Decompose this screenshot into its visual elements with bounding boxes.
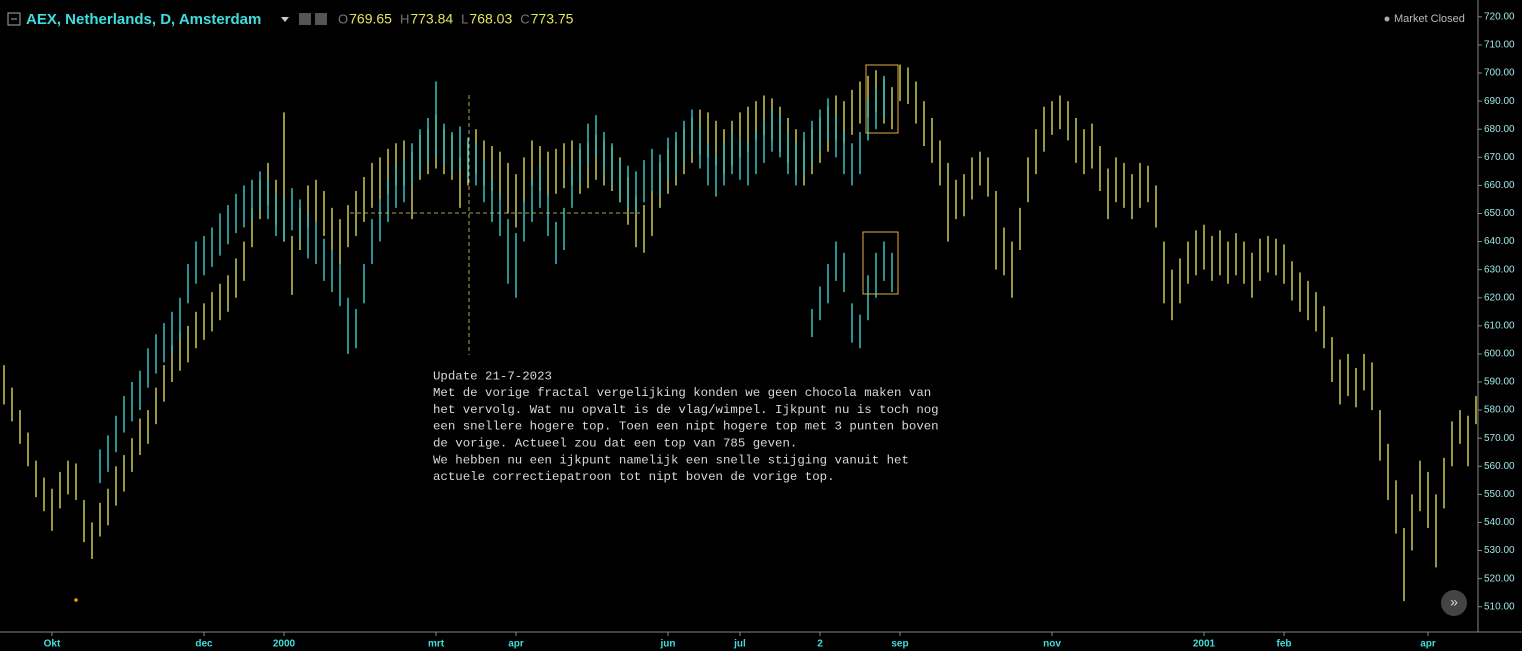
y-tick-label: 590.00 bbox=[1484, 377, 1515, 388]
y-tick-label: 660.00 bbox=[1484, 180, 1515, 191]
status-dot bbox=[1384, 16, 1390, 22]
market-status: Market Closed bbox=[1394, 13, 1465, 25]
collapse-icon[interactable] bbox=[7, 12, 21, 26]
y-tick-label: 550.00 bbox=[1484, 489, 1515, 500]
x-tick-label: Okt bbox=[44, 639, 61, 650]
ohlc-value: 769.65 bbox=[349, 11, 392, 27]
ohlc-label: L bbox=[461, 11, 468, 26]
settings-icon[interactable] bbox=[299, 13, 311, 25]
y-tick-label: 580.00 bbox=[1484, 405, 1515, 416]
scroll-button[interactable] bbox=[1441, 590, 1467, 616]
y-tick-label: 680.00 bbox=[1484, 124, 1515, 135]
annotation-line: een snellere hogere top. Toen een nipt h… bbox=[433, 420, 939, 434]
y-tick-label: 530.00 bbox=[1484, 545, 1515, 556]
y-tick-label: 560.00 bbox=[1484, 461, 1515, 472]
annotation: Update 21-7-2023 Met de vorige fractal ve… bbox=[433, 369, 939, 484]
highlight-box bbox=[865, 64, 899, 134]
annotation-line: de vorige. Actueel zou dat een top van 7… bbox=[433, 436, 797, 450]
ohlc-value: 773.84 bbox=[410, 11, 453, 27]
annotation-line: het vervolg. Wat nu opvalt is de vlag/wi… bbox=[433, 403, 939, 417]
marker bbox=[74, 598, 78, 602]
y-tick-label: 640.00 bbox=[1484, 236, 1515, 247]
y-tick-label: 540.00 bbox=[1484, 517, 1515, 528]
ohlc-label: O bbox=[338, 11, 348, 26]
highlight-box bbox=[862, 231, 899, 295]
x-tick-label: apr bbox=[1420, 639, 1436, 650]
y-tick-label: 700.00 bbox=[1484, 68, 1515, 79]
x-tick-label: 2000 bbox=[273, 639, 296, 650]
y-tick-label: 620.00 bbox=[1484, 292, 1515, 303]
x-tick-label: dec bbox=[195, 639, 213, 650]
y-tick-label: 630.00 bbox=[1484, 264, 1515, 275]
scroll-button-icon: » bbox=[1450, 594, 1458, 610]
x-tick-label: 2001 bbox=[1193, 639, 1216, 650]
x-tick-label: sep bbox=[891, 639, 908, 650]
y-tick-label: 670.00 bbox=[1484, 152, 1515, 163]
symbol-title[interactable]: AEX, Netherlands, D, Amsterdam bbox=[26, 11, 261, 28]
plot bbox=[3, 64, 1477, 602]
y-tick-label: 570.00 bbox=[1484, 433, 1515, 444]
y-tick-label: 610.00 bbox=[1484, 320, 1515, 331]
x-tick-label: nov bbox=[1043, 639, 1061, 650]
annotation-line: Met de vorige fractal vergelijking konde… bbox=[433, 386, 931, 400]
y-tick-label: 650.00 bbox=[1484, 208, 1515, 219]
y-tick-label: 710.00 bbox=[1484, 40, 1515, 51]
x-tick-label: feb bbox=[1277, 639, 1292, 650]
x-tick-label: 2 bbox=[817, 639, 823, 650]
ohlc-value: 768.03 bbox=[469, 11, 512, 27]
ohlc-label: C bbox=[520, 11, 529, 26]
annotation-line: Update 21-7-2023 bbox=[433, 369, 552, 383]
y-tick-label: 510.00 bbox=[1484, 601, 1515, 612]
ohlc-label: H bbox=[400, 11, 409, 26]
y-tick-label: 690.00 bbox=[1484, 96, 1515, 107]
x-tick-label: apr bbox=[508, 639, 524, 650]
y-tick-label: 720.00 bbox=[1484, 11, 1515, 22]
annotation-line: We hebben nu een ijkpunt namelijk een sn… bbox=[433, 453, 909, 467]
settings-icon[interactable] bbox=[315, 13, 327, 25]
ohlc-value: 773.75 bbox=[531, 11, 574, 27]
ohlc-legend: O 769.65 H 773.84 L 768.03 C 773.75 bbox=[338, 11, 574, 27]
dropdown-arrow[interactable] bbox=[281, 17, 289, 22]
annotation-line: actuele correctiepatroon tot nipt boven … bbox=[433, 470, 835, 484]
y-tick-label: 600.00 bbox=[1484, 349, 1515, 360]
x-tick-label: jun bbox=[660, 639, 676, 650]
y-tick-label: 520.00 bbox=[1484, 573, 1515, 584]
x-tick-label: mrt bbox=[428, 639, 445, 650]
x-tick-label: jul bbox=[733, 639, 746, 650]
